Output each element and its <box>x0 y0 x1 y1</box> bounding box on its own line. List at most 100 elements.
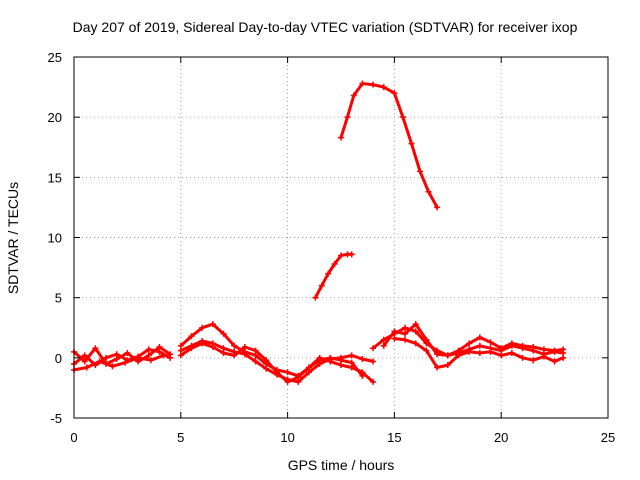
data-point <box>391 90 398 97</box>
data-point <box>508 340 515 347</box>
data-point <box>263 357 270 364</box>
data-point <box>370 358 377 365</box>
data-point <box>209 321 216 328</box>
y-tick-label: 20 <box>48 110 62 125</box>
data-point <box>540 353 547 360</box>
data-point <box>434 351 441 358</box>
data-point <box>476 334 483 341</box>
data-point <box>359 356 366 363</box>
data-point <box>252 347 259 354</box>
data-point <box>434 204 441 211</box>
data-point <box>370 345 377 352</box>
data-point <box>199 337 206 344</box>
data-point <box>476 342 483 349</box>
data-point <box>103 354 110 361</box>
series-track-f <box>177 337 377 385</box>
data-point <box>530 344 537 351</box>
data-point <box>466 340 473 347</box>
data-point <box>348 251 355 258</box>
y-tick-label: 5 <box>55 291 62 306</box>
data-point <box>96 358 103 365</box>
data-point <box>241 351 248 358</box>
data-point <box>402 324 409 331</box>
data-point <box>92 345 99 352</box>
data-point <box>312 294 319 301</box>
series-track-j <box>380 321 567 359</box>
data-point <box>220 330 227 337</box>
data-point <box>359 372 366 379</box>
data-point <box>408 140 415 147</box>
data-point <box>551 358 558 365</box>
data-point <box>305 369 312 376</box>
data-point <box>220 345 227 352</box>
data-point <box>380 84 387 91</box>
data-point <box>399 114 406 121</box>
data-point <box>338 134 344 141</box>
data-point <box>412 321 419 328</box>
data-point <box>188 342 195 349</box>
data-point <box>325 270 332 277</box>
data-point <box>199 324 206 331</box>
series-track-k <box>391 335 567 371</box>
data-point <box>412 328 419 335</box>
x-tick-label: 10 <box>280 430 294 445</box>
data-point <box>560 346 567 353</box>
data-point <box>519 354 526 361</box>
data-point <box>391 328 398 335</box>
data-point <box>551 347 558 354</box>
data-point <box>508 350 515 357</box>
data-point <box>188 333 195 340</box>
data-point <box>113 356 120 363</box>
data-point <box>348 359 355 366</box>
data-point <box>273 371 280 378</box>
data-point <box>370 378 377 385</box>
y-tick-label: 25 <box>48 50 62 65</box>
data-point <box>560 354 567 361</box>
data-point <box>263 365 270 372</box>
series-line <box>313 252 354 300</box>
x-tick-label: 5 <box>177 430 184 445</box>
data-point <box>540 346 547 353</box>
series-line <box>339 82 439 209</box>
data-point <box>327 356 334 363</box>
data-point <box>380 336 387 343</box>
data-point <box>338 354 344 361</box>
data-series <box>71 80 567 385</box>
data-point <box>177 347 184 354</box>
data-point <box>487 339 494 346</box>
data-point <box>498 352 505 359</box>
data-point <box>402 336 409 343</box>
y-tick-label: 0 <box>55 351 62 366</box>
data-point <box>318 282 325 289</box>
data-point <box>487 348 494 355</box>
data-point <box>344 114 351 121</box>
x-axis-label: GPS time / hours <box>288 457 395 473</box>
data-point <box>444 352 451 359</box>
x-tick-label: 20 <box>494 430 508 445</box>
data-point <box>434 364 441 371</box>
data-point <box>109 363 116 370</box>
series-track-c <box>71 352 167 373</box>
data-point <box>444 362 451 369</box>
series-track-g <box>312 251 355 301</box>
data-point <box>359 80 366 87</box>
data-point <box>147 357 154 364</box>
data-point <box>231 348 238 355</box>
data-point <box>530 357 537 364</box>
x-tick-label: 15 <box>387 430 401 445</box>
data-point <box>466 348 473 355</box>
chart-title: Day 207 of 2019, Sidereal Day-to-day VTE… <box>73 19 578 35</box>
data-point <box>231 342 238 349</box>
data-point <box>338 252 344 259</box>
data-point <box>417 168 424 175</box>
data-point <box>241 344 248 351</box>
y-tick-label: 15 <box>48 170 62 185</box>
axis-ticks: 0 5 10 15 20 25 -5 0 5 10 15 20 25 <box>48 50 616 445</box>
data-point <box>476 350 483 357</box>
y-tick-label: 10 <box>48 231 62 246</box>
x-tick-label: 0 <box>70 430 77 445</box>
data-point <box>145 352 152 359</box>
data-point <box>498 345 505 352</box>
data-point <box>425 188 432 195</box>
